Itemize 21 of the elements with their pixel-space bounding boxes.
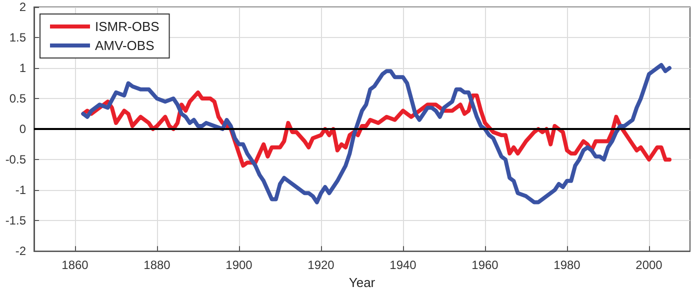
legend-label: ISMR-OBS [95, 19, 160, 34]
x-axis-title: Year [348, 275, 376, 290]
x-tick-label: 1880 [144, 258, 171, 272]
x-tick-label: 1900 [226, 258, 253, 272]
x-tick-label: 1980 [554, 258, 581, 272]
y-tick-label: 1.5 [9, 30, 26, 45]
y-tick-label: -2 [15, 244, 26, 258]
y-tick-label: -1.5 [5, 214, 26, 228]
y-tick-label: 0 [19, 122, 26, 136]
y-tick-label: -1 [15, 183, 26, 198]
x-tick-label: 1860 [62, 258, 89, 272]
x-tick-label: 1940 [390, 258, 417, 272]
x-tick-label: 1960 [472, 258, 499, 272]
y-tick-label: -0.5 [5, 152, 26, 167]
y-tick-label: 2 [19, 0, 26, 14]
x-tick-label: 1920 [308, 258, 335, 272]
y-tick-label: 0.5 [9, 92, 26, 106]
line-series [81, 62, 672, 204]
y-tick-label: 1 [19, 61, 26, 76]
x-tick-label: 2000 [636, 258, 663, 272]
legend-label: AMV-OBS [95, 38, 155, 53]
